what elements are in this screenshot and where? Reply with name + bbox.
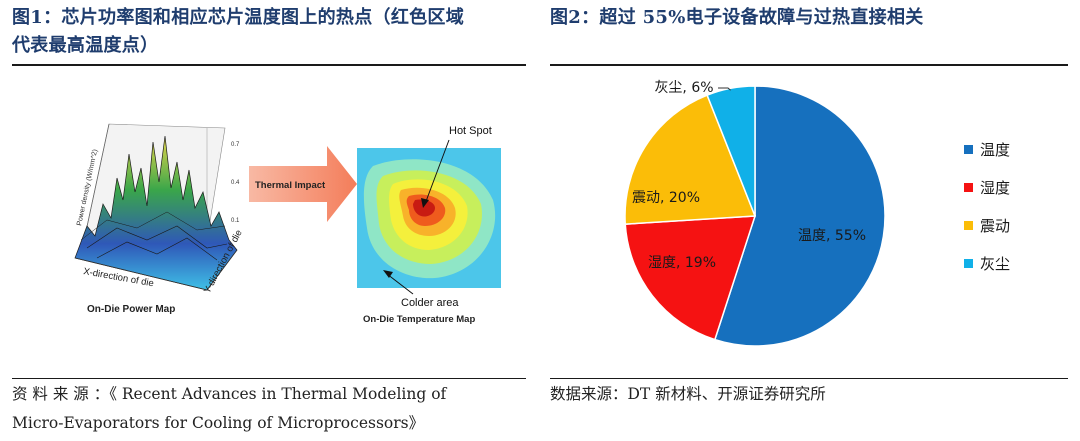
legend-label-1: 温度	[980, 141, 1010, 159]
pie-slice-label-2: 湿度, 19%	[648, 255, 716, 271]
figure-2-source: 数据来源：DT 新材料、开源证券研究所	[550, 385, 826, 403]
pie-slices	[624, 85, 886, 347]
power-map-caption: On-Die Power Map	[87, 304, 175, 315]
pie-slice-label-4: 灰尘, 6%	[654, 80, 713, 96]
figure-1-title: 图1：芯片功率图和相应芯片温度图上的热点（红色区域 代表最高温度点）	[12, 4, 464, 60]
pie-labels: 温度, 55% 湿度, 19% 震动, 20% 灰尘, 6%	[632, 80, 866, 271]
temperature-map-caption: On-Die Temperature Map	[363, 314, 475, 325]
power-map: 0.7 0.4 0.1 Power density (W/mm^2) X-dir…	[74, 123, 245, 315]
figure-1-bottom-rule	[12, 378, 526, 379]
pie-slice-1	[713, 85, 886, 347]
figure-2-title: 图2：超过 55%电子设备故障与过热直接相关	[550, 7, 924, 28]
hot-spot-label: Hot Spot	[449, 125, 492, 137]
pie-slice-4	[706, 85, 756, 217]
power-tick-label: 0.7	[231, 142, 240, 148]
figure-1-source-line2: Micro-Evaporators for Cooling of Micropr…	[12, 414, 425, 432]
pie-slice-label-3: 震动, 20%	[632, 190, 700, 206]
figure-1-source: 资 料 来 源 ：《 Recent Advances in Thermal Mo…	[12, 380, 526, 438]
legend-label-3: 震动	[980, 217, 1010, 235]
legend-swatch-1	[964, 145, 973, 154]
pie-slice-3	[624, 94, 757, 225]
power-tick-label: 0.4	[231, 180, 240, 186]
figure-1-title-line2: 代表最高温度点）	[12, 35, 159, 56]
figure-2-top-rule	[550, 64, 1068, 66]
legend-swatch-2	[964, 183, 973, 192]
figure-2-bottom-rule	[550, 378, 1068, 379]
pie-leader-line	[718, 87, 731, 91]
power-tick-label: 0.1	[231, 218, 240, 224]
legend-label-2: 湿度	[980, 179, 1010, 197]
pie-slice-label-1: 温度, 55%	[798, 228, 866, 244]
figure-1-title-line1: 图1：芯片功率图和相应芯片温度图上的热点（红色区域	[12, 7, 465, 28]
figure-1-top-rule	[12, 64, 526, 66]
figure-1-source-line1: 资 料 来 源 ：《 Recent Advances in Thermal Mo…	[12, 385, 447, 403]
chip-heatmap-image: 0.7 0.4 0.1 Power density (W/mm^2) X-dir…	[74, 123, 501, 325]
legend-swatch-3	[964, 221, 973, 230]
colder-area-label: Colder area	[401, 297, 459, 309]
thermal-impact-label: Thermal Impact	[255, 180, 326, 191]
thermal-impact-arrow: Thermal Impact	[249, 146, 357, 222]
legend-swatch-4	[964, 259, 973, 268]
temperature-map: Hot Spot Colder area On-Die Temperature …	[357, 125, 501, 325]
pie-slice-2	[624, 215, 757, 341]
legend-label-4: 灰尘	[980, 255, 1010, 273]
